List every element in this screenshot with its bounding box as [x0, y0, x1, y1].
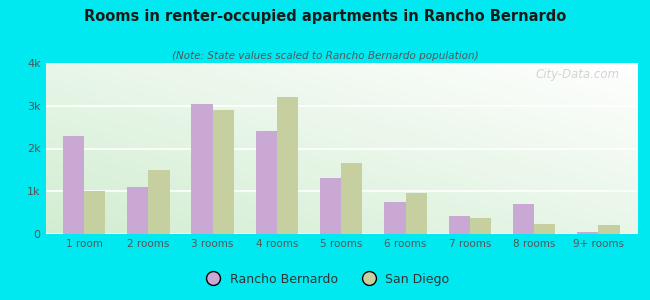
Bar: [599, 225, 619, 234]
Bar: [148, 170, 170, 234]
Bar: [534, 224, 555, 234]
Bar: [470, 218, 491, 234]
Bar: [63, 136, 84, 234]
Bar: [577, 232, 599, 234]
Text: (Note: State values scaled to Rancho Bernardo population): (Note: State values scaled to Rancho Ber…: [172, 51, 478, 61]
Bar: [341, 164, 363, 234]
Bar: [406, 194, 427, 234]
Bar: [448, 216, 470, 234]
Text: Rooms in renter-occupied apartments in Rancho Bernardo: Rooms in renter-occupied apartments in R…: [84, 9, 566, 24]
Legend: Rancho Bernardo, San Diego: Rancho Bernardo, San Diego: [196, 268, 454, 291]
Bar: [255, 131, 277, 234]
Bar: [513, 204, 534, 234]
Bar: [127, 187, 148, 234]
Bar: [213, 110, 234, 234]
Bar: [384, 202, 406, 234]
Text: City-Data.com: City-Data.com: [535, 68, 619, 81]
Bar: [277, 97, 298, 234]
Bar: [192, 103, 213, 234]
Bar: [84, 191, 105, 234]
Bar: [320, 178, 341, 234]
